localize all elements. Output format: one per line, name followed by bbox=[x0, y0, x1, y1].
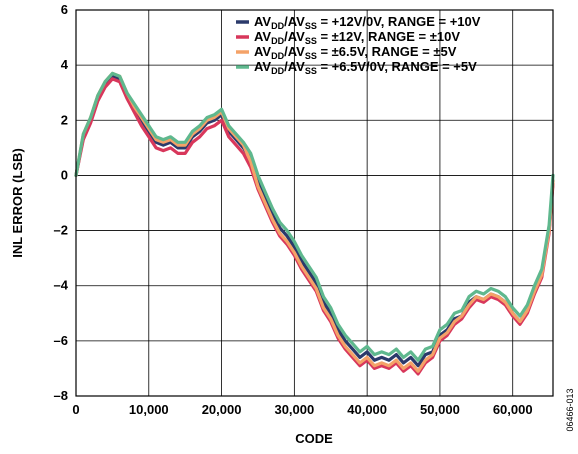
series-line-4 bbox=[74, 71, 555, 362]
legend-label-4: AVDD/AVSS = +6.5V/0V, RANGE = +5V bbox=[254, 59, 477, 76]
x-tick-label: 20,000 bbox=[202, 402, 242, 417]
y-tick-label: –4 bbox=[54, 278, 69, 293]
y-tick-label: –6 bbox=[54, 333, 68, 348]
legend: AVDD/AVSS = +12V/0V, RANGE = +10VAVDD/AV… bbox=[236, 14, 481, 76]
figure-id: 06466-013 bbox=[565, 388, 575, 431]
legend-label-3: AVDD/AVSS = ±6.5V, RANGE = ±5V bbox=[254, 44, 457, 61]
y-tick-label: –2 bbox=[54, 223, 68, 238]
x-tick-label: 30,000 bbox=[274, 402, 314, 417]
x-tick-labels: 0 10,000 20,000 30,000 40,000 50,000 60,000 bbox=[72, 402, 532, 417]
legend-label-1: AVDD/AVSS = +12V/0V, RANGE = +10V bbox=[254, 14, 481, 31]
x-axis-title: CODE bbox=[295, 431, 333, 446]
plot-frame bbox=[75, 9, 554, 397]
x-tick-label: 40,000 bbox=[347, 402, 387, 417]
y-tick-label: 6 bbox=[61, 2, 68, 17]
legend-label-2: AVDD/AVSS = ±12V, RANGE = ±10V bbox=[254, 29, 460, 46]
x-tick-label: 10,000 bbox=[129, 402, 169, 417]
x-tick-label: 50,000 bbox=[420, 402, 460, 417]
y-tick-label: 0 bbox=[61, 167, 68, 182]
series-lines bbox=[74, 71, 555, 376]
y-axis-title: INL ERROR (LSB) bbox=[10, 148, 25, 258]
y-tick-label: –8 bbox=[54, 388, 68, 403]
series-line-3 bbox=[74, 71, 555, 373]
y-tick-labels: –8 –6 –4 –2 0 2 4 6 bbox=[54, 2, 69, 403]
grid-lines bbox=[75, 9, 553, 397]
x-tick-label: 0 bbox=[72, 402, 79, 417]
y-tick-label: 2 bbox=[61, 112, 68, 127]
y-tick-label: 4 bbox=[61, 57, 69, 72]
x-tick-label: 60,000 bbox=[493, 402, 533, 417]
series-line-1 bbox=[74, 74, 555, 368]
